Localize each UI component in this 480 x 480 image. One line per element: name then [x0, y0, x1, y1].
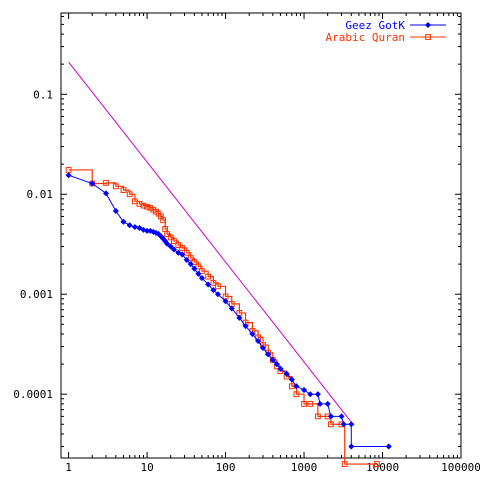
data-point: [120, 218, 127, 225]
data-point: [249, 330, 256, 338]
data-point: [210, 287, 217, 294]
data-point: [126, 222, 133, 229]
data-point: [255, 338, 262, 345]
data-point: [327, 413, 334, 420]
data-point: [348, 443, 355, 450]
data-point: [205, 273, 212, 280]
data-point: [277, 365, 284, 372]
x-tick-label: 100: [216, 461, 236, 474]
data-point: [317, 400, 324, 407]
data-point: [171, 238, 177, 244]
data-point: [199, 268, 205, 275]
data-point: [340, 421, 347, 428]
data-point: [301, 387, 308, 394]
data-point: [112, 183, 119, 190]
x-tick-label: 10: [140, 461, 153, 474]
data-point: [187, 255, 194, 261]
data-point: [205, 281, 212, 288]
data-point: [242, 323, 249, 330]
data-point: [228, 305, 235, 312]
plot-frame: [60, 12, 462, 459]
data-point: [288, 376, 295, 383]
series-group: [65, 172, 392, 450]
legend-swatch-marker: [425, 34, 431, 40]
data-point: [183, 249, 190, 256]
data-point: [307, 400, 314, 407]
data-point: [269, 356, 276, 363]
data-point: [164, 240, 171, 247]
data-point: [273, 361, 280, 368]
data-point: [283, 370, 290, 377]
data-point: [385, 443, 392, 450]
data-point: [341, 461, 348, 467]
data-point: [136, 224, 143, 231]
x-tick-label: 1000: [291, 461, 318, 474]
data-point: [348, 421, 355, 428]
data-point: [120, 187, 127, 194]
data-point: [293, 391, 300, 398]
y-tick-label: 0.0001: [13, 388, 53, 401]
data-point: [307, 391, 314, 398]
series-layer: [65, 61, 392, 467]
x-tick-label: 100000: [441, 461, 480, 474]
y-tick-label: 0.01: [27, 188, 54, 201]
data-point: [293, 383, 300, 390]
data-point: [179, 251, 186, 258]
data-point: [328, 421, 334, 428]
data-point: [265, 351, 272, 358]
plot-area: [60, 12, 462, 459]
data-point: [222, 298, 229, 305]
data-point: [215, 283, 221, 290]
data-point: [103, 190, 110, 197]
data-point: [103, 179, 109, 186]
data-point: [89, 180, 96, 187]
data-point: [195, 263, 202, 270]
data-point: [314, 413, 321, 420]
data-point: [136, 201, 143, 207]
axis-ticks: 1 10 100 1000 10000 100000 0.1 0.01 0.001 0.0001: [13, 13, 480, 474]
data-point: [140, 202, 147, 209]
data-point: [195, 270, 202, 277]
series-group: [68, 61, 352, 423]
x-tick-label: 10000: [366, 461, 399, 474]
series-line: [68, 61, 352, 423]
data-point: [147, 205, 154, 211]
data-point: [324, 400, 331, 407]
legend-swatch-marker: [424, 21, 432, 29]
data-point: [191, 265, 198, 272]
data-point: [167, 234, 174, 241]
data-point: [112, 207, 119, 215]
x-tick-label: 1: [65, 461, 72, 474]
y-tick-label: 0.001: [20, 288, 53, 301]
data-point: [338, 413, 345, 420]
legend-label: Geez GotK: [345, 19, 405, 32]
data-point: [170, 246, 177, 253]
data-point: [167, 243, 174, 250]
data-point: [164, 231, 171, 237]
data-point: [126, 191, 133, 198]
data-point: [198, 275, 205, 282]
data-point: [210, 279, 217, 286]
data-point: [160, 217, 167, 224]
data-point: [144, 203, 150, 210]
data-point: [191, 259, 198, 265]
data-point: [183, 256, 190, 264]
data-point: [259, 344, 267, 351]
data-point: [374, 461, 380, 467]
y-tick-label: 0.1: [33, 88, 53, 101]
data-point: [179, 245, 186, 251]
data-point: [214, 291, 221, 298]
data-point: [65, 172, 72, 179]
data-point: [314, 391, 321, 398]
data-point: [301, 400, 307, 407]
data-point: [187, 261, 194, 268]
data-point: [236, 314, 243, 321]
data-point: [131, 224, 138, 231]
legend-label: Arabic Quran: [326, 31, 405, 44]
